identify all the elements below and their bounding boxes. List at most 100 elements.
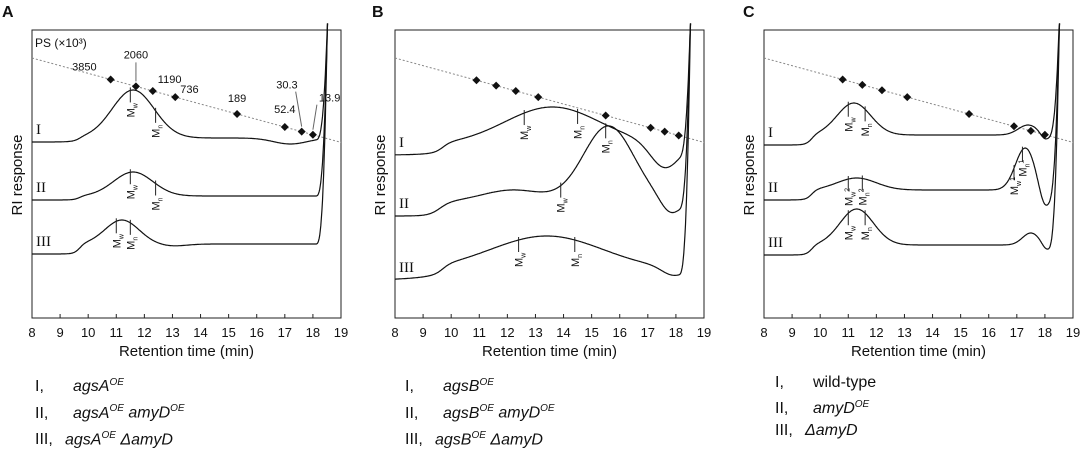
trace-label-I: I xyxy=(768,125,773,141)
standard-point xyxy=(674,131,683,140)
standard-point xyxy=(877,86,886,95)
trace-III xyxy=(395,23,692,280)
x-tick-label: 15 xyxy=(221,325,235,340)
standard-point xyxy=(965,109,974,118)
legend-row: II, amyDOE xyxy=(775,399,870,418)
panel-b: B 8 9 10 11 12 13 14 15 16 17 18 19 Retention time (m… xyxy=(372,4,711,360)
standard-value-label: 3850 xyxy=(72,61,96,73)
legend-row: III, agsBOE ΔamyD xyxy=(405,429,543,448)
standard-value-label: 13.9 xyxy=(319,93,340,105)
marker-label: Mn xyxy=(573,126,587,139)
trace-label-III: III xyxy=(36,234,51,250)
legend-row: I, agsAOE xyxy=(35,377,124,396)
x-tick-label: 12 xyxy=(869,325,883,340)
trace-II xyxy=(32,23,329,201)
standards-label: PS (×10³) xyxy=(35,36,87,50)
plot-frame xyxy=(394,29,705,319)
trace-label-III: III xyxy=(399,260,414,276)
standard-point xyxy=(838,75,847,84)
trace-label-II: II xyxy=(768,180,778,196)
standard-point xyxy=(131,82,140,91)
x-tick-label: 15 xyxy=(953,325,967,340)
x-tick-label: 9 xyxy=(419,325,426,340)
x-tick-label: 11 xyxy=(473,325,487,340)
y-axis-label: RI response xyxy=(741,135,758,216)
standard-point xyxy=(534,93,543,102)
legend-panel-c: I, wild-type II, amyDOE III, ΔamyD xyxy=(775,372,876,442)
panel-label-c: C xyxy=(743,4,755,21)
marker-label: Mw xyxy=(514,252,528,267)
legend-row: I, wild-type xyxy=(775,374,877,391)
marker-label: Mw xyxy=(843,225,857,240)
legend-panel-b: I, agsBOE II, agsBOE amyDOE III, agsBOE Δa… xyxy=(405,372,555,451)
figure: A 8 9 10 11 12 13 14 15 16 17 18 19 Retention time (m… xyxy=(2,4,1080,360)
standard-point xyxy=(1010,122,1019,131)
marker-label: Mn xyxy=(125,237,139,250)
standard-point xyxy=(106,75,115,84)
x-tick-label: 15 xyxy=(584,325,598,340)
standard-point xyxy=(1026,126,1035,135)
trace-III xyxy=(764,23,1061,256)
plot-frame xyxy=(763,29,1074,319)
marker-label: Mn xyxy=(151,197,165,210)
legend-row: II, agsBOE amyDOE xyxy=(405,403,555,422)
marker-label: Mn xyxy=(860,123,874,136)
standard-point xyxy=(280,123,289,132)
standard-point xyxy=(660,127,669,136)
marker-label: Mw xyxy=(519,125,533,140)
calibration-line xyxy=(31,57,342,143)
legend-row: III, ΔamyD xyxy=(775,422,858,440)
x-tick-label: 11 xyxy=(110,325,124,340)
standard-point xyxy=(601,111,610,120)
trace-I xyxy=(395,23,692,169)
standard-point xyxy=(472,76,481,85)
plot-frame xyxy=(31,29,342,319)
x-tick-label: 17 xyxy=(278,325,292,340)
x-tick-label: 12 xyxy=(137,325,151,340)
trace-II xyxy=(395,23,692,217)
marker-label: Mw2 xyxy=(843,188,857,206)
x-tick-label: 14 xyxy=(925,325,939,340)
panel-label-b: B xyxy=(372,4,384,21)
marker-label: Mn xyxy=(860,227,874,240)
x-tick-label: 13 xyxy=(528,325,542,340)
x-axis-label: Retention time (min) xyxy=(851,343,986,360)
x-tick-label: 16 xyxy=(249,325,263,340)
calibration-line xyxy=(394,57,705,143)
x-tick-label: 18 xyxy=(306,325,320,340)
standard-point xyxy=(171,93,180,102)
marker-label: Mn2 xyxy=(857,188,871,205)
standard-point xyxy=(646,123,655,132)
x-tick-label: 19 xyxy=(334,325,348,340)
x-tick-label: 14 xyxy=(556,325,570,340)
trace-I xyxy=(32,23,329,145)
legend-row: I, agsBOE xyxy=(405,377,494,396)
marker-label: Mw1 xyxy=(1009,177,1023,195)
x-tick-label: 16 xyxy=(981,325,995,340)
marker-label: Mn1 xyxy=(1017,160,1031,177)
legend-row: III, agsAOE ΔamyD xyxy=(35,429,173,448)
marker-label: Mw xyxy=(125,184,139,199)
x-tick-label: 9 xyxy=(788,325,795,340)
x-tick-label: 17 xyxy=(1010,325,1024,340)
x-tick-label: 18 xyxy=(669,325,683,340)
x-tick-label: 19 xyxy=(697,325,711,340)
standard-point xyxy=(903,93,912,102)
standard-point xyxy=(297,127,306,136)
marker-label: Mn xyxy=(601,140,615,153)
legend-row: II, agsAOE amyDOE xyxy=(35,403,185,422)
marker-label: Mw xyxy=(111,233,125,248)
standard-value-label: 52.4 xyxy=(274,104,295,116)
legend-panel-a: I, agsAOE II, agsAOE amyDOE III, agsAOE Δa… xyxy=(35,372,185,451)
standard-value-label: 2060 xyxy=(124,49,148,61)
standard-point xyxy=(233,109,242,118)
marker-label: Mw xyxy=(125,102,139,117)
x-tick-label: 8 xyxy=(391,325,398,340)
trace-label-II: II xyxy=(399,196,409,212)
standard-value-label: 30.3 xyxy=(276,80,297,92)
x-tick-label: 16 xyxy=(612,325,626,340)
trace-III xyxy=(32,23,329,255)
x-tick-label: 9 xyxy=(56,325,63,340)
standard-point xyxy=(492,81,501,90)
marker-label: Mw xyxy=(843,117,857,132)
